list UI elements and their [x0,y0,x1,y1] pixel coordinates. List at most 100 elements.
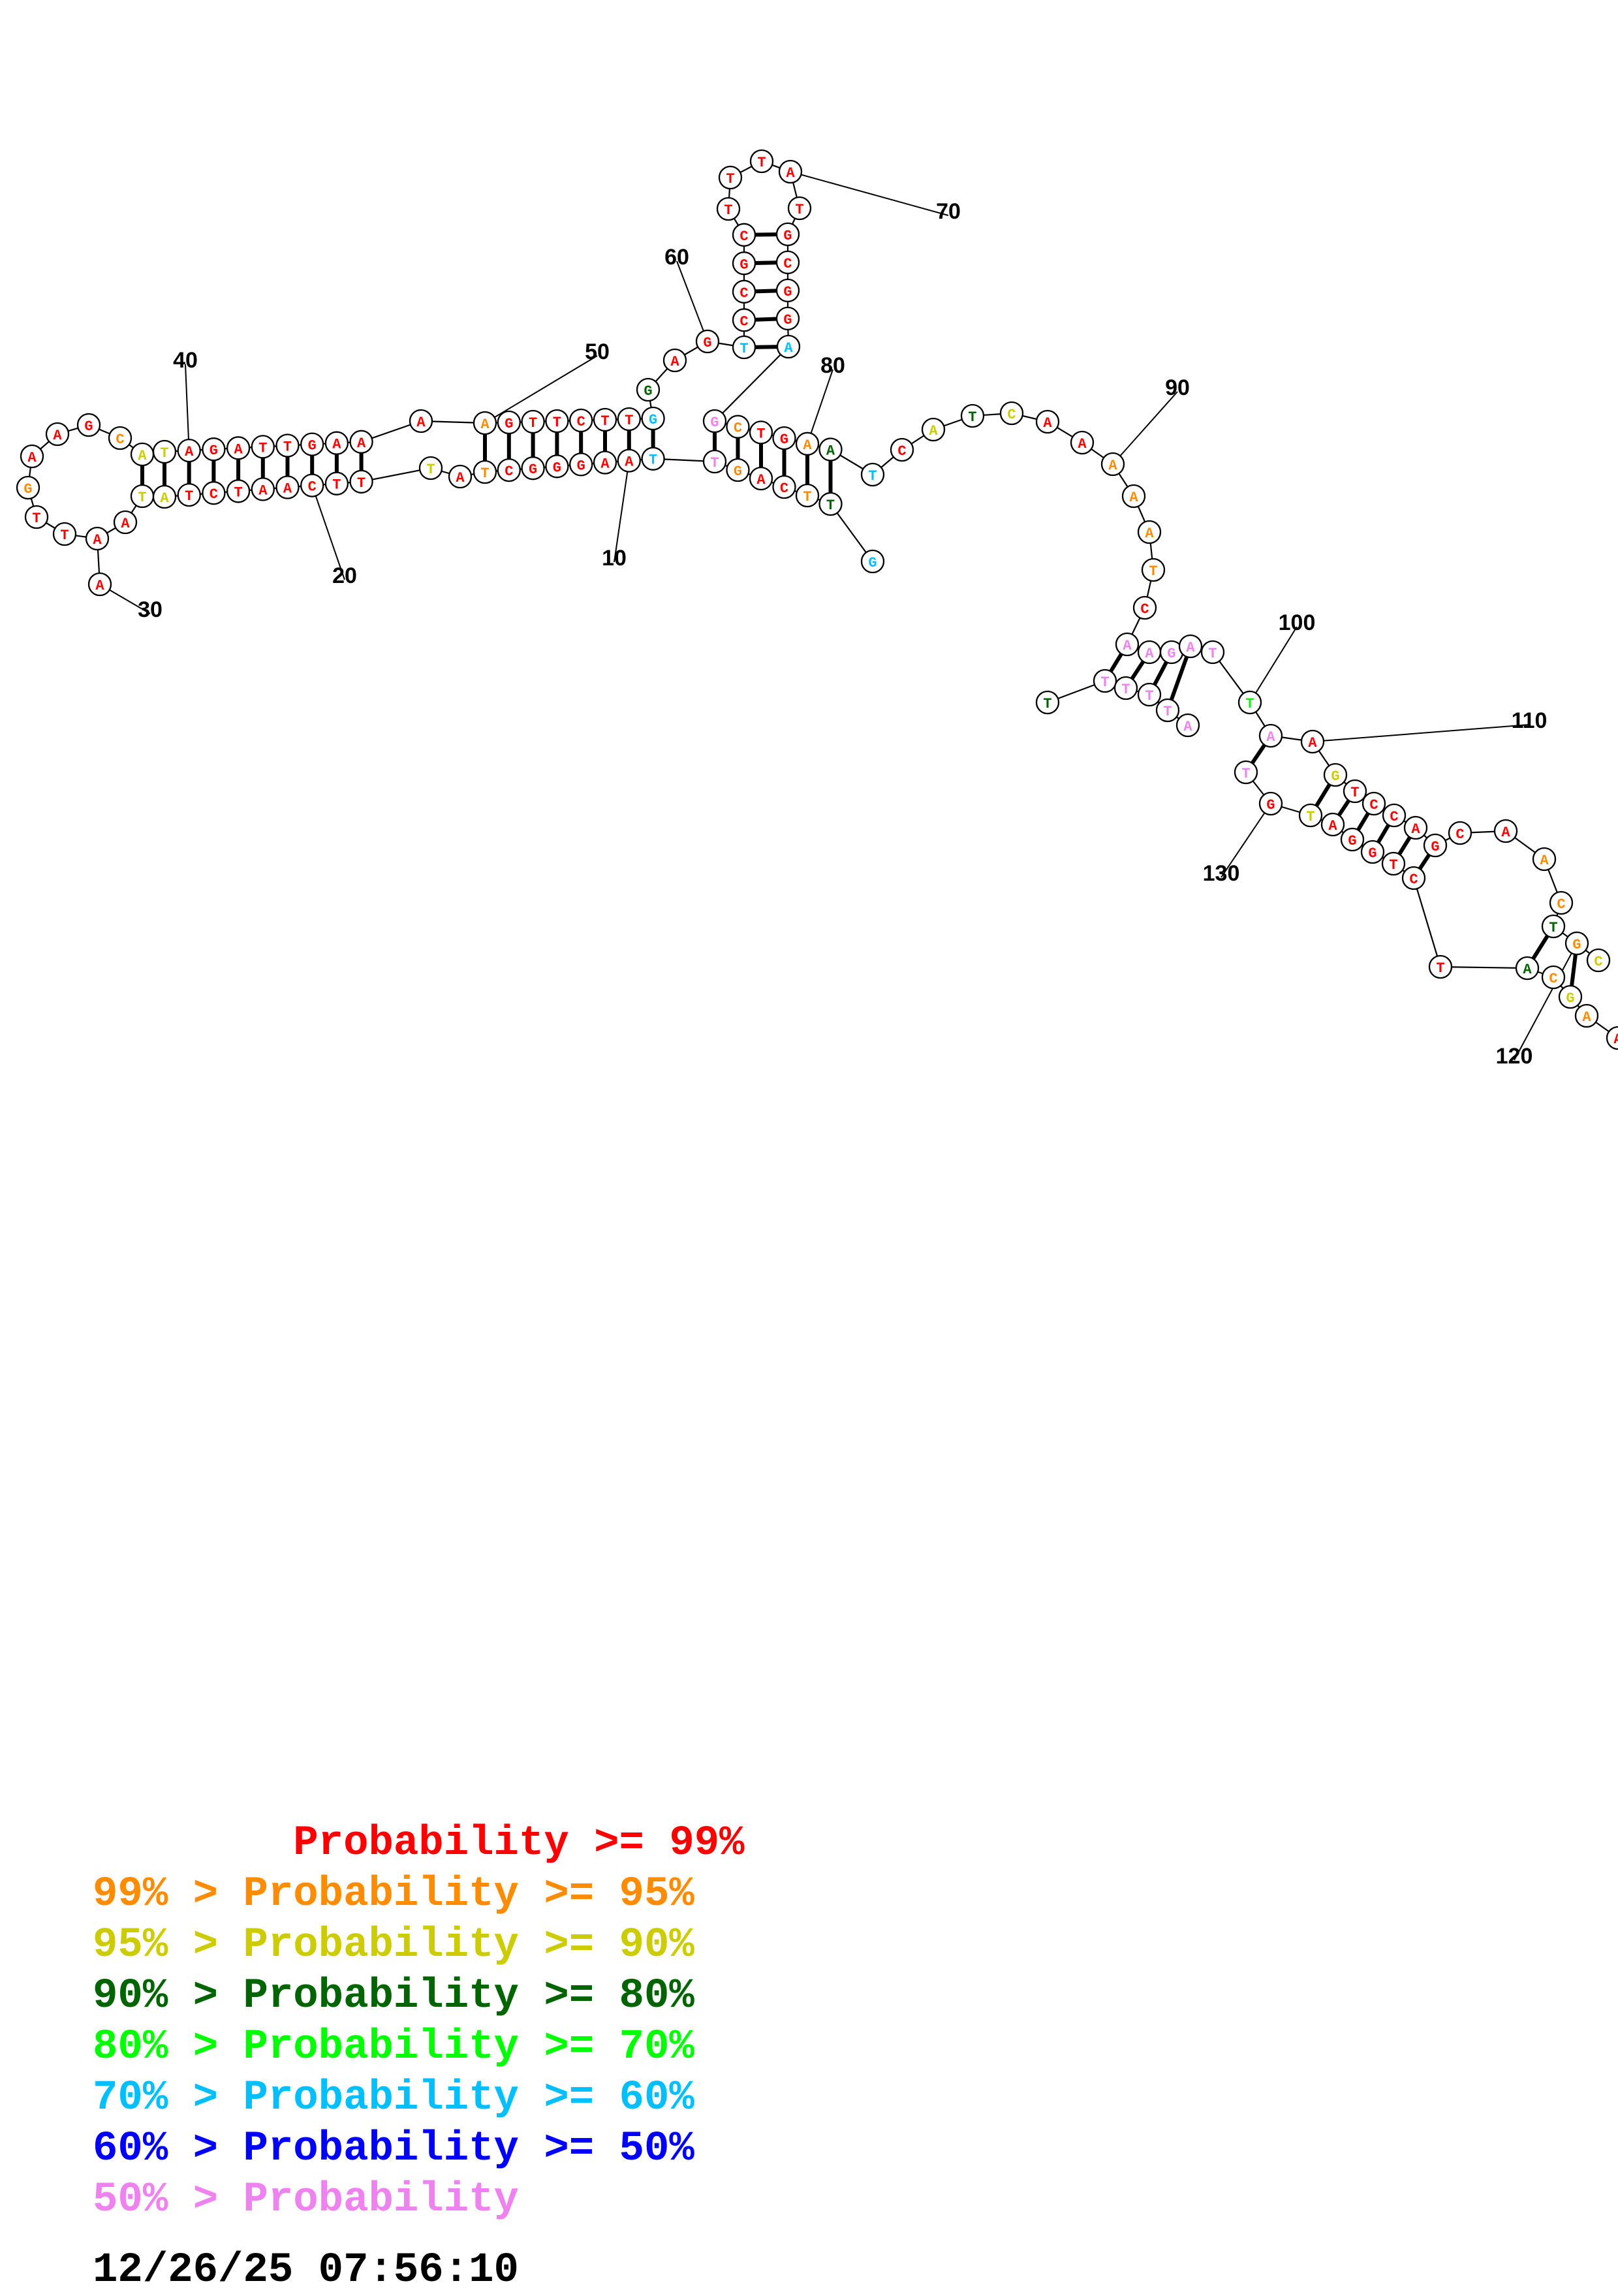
svg-text:G: G [553,460,561,476]
svg-text:T: T [1245,696,1254,712]
svg-text:C: C [739,285,748,302]
svg-text:G: G [783,284,792,300]
svg-text:G: G [644,383,652,400]
svg-text:G: G [308,438,317,454]
svg-text:20: 20 [332,563,357,588]
svg-text:A: A [185,444,194,460]
svg-text:A: A [53,428,62,444]
svg-text:G: G [1368,845,1377,862]
svg-text:T: T [258,440,267,456]
svg-text:T: T [1043,696,1051,712]
svg-text:T: T [726,171,734,187]
svg-text:C: C [1594,954,1602,970]
svg-text:A: A [784,340,793,356]
svg-text:A: A [1145,646,1154,662]
svg-text:60: 60 [664,245,689,270]
svg-text:T: T [529,415,537,432]
svg-text:T: T [32,511,40,527]
svg-text:T: T [1149,563,1157,580]
svg-text:G: G [649,412,657,428]
svg-text:G: G [1167,646,1175,662]
svg-text:30: 30 [138,597,163,622]
svg-text:C: C [1409,872,1418,888]
svg-text:C: C [505,464,513,480]
svg-text:A: A [416,415,426,431]
svg-text:G: G [1572,937,1581,953]
svg-text:A: A [258,482,268,499]
svg-text:C: C [210,486,218,503]
svg-text:T: T [160,445,168,462]
svg-text:C: C [1390,809,1398,825]
svg-text:A: A [1108,458,1117,474]
svg-text:A: A [1043,415,1052,432]
svg-text:G: G [703,335,711,351]
svg-text:A: A [625,454,634,471]
svg-text:C: C [897,443,906,460]
svg-text:A: A [756,472,766,488]
svg-text:A: A [1613,1031,1618,1048]
svg-text:A: A [332,437,341,453]
svg-text:A: A [138,448,147,464]
svg-text:G: G [1331,768,1339,785]
svg-text:T: T [1306,809,1315,825]
svg-text:G: G [734,464,742,480]
svg-text:T: T [283,439,292,456]
svg-text:110: 110 [1512,708,1548,733]
svg-text:A: A [1328,818,1337,834]
svg-text:A: A [1308,735,1317,751]
svg-text:T: T [803,489,811,505]
svg-text:A: A [93,532,102,548]
svg-text:10: 10 [602,546,627,571]
svg-text:C: C [1549,971,1557,987]
svg-text:T: T [739,341,748,357]
svg-text:A: A [1183,719,1192,735]
svg-text:A: A [1411,821,1420,838]
svg-text:T: T [600,413,609,430]
svg-text:80: 80 [820,353,845,378]
svg-text:A: A [283,481,292,497]
svg-text:A: A [786,165,795,181]
svg-text:T: T [724,202,732,219]
svg-text:G: G [23,481,32,497]
svg-text:120: 120 [1496,1044,1533,1069]
svg-text:T: T [138,490,146,506]
svg-text:A: A [234,441,243,458]
svg-text:T: T [868,468,877,484]
svg-text:C: C [1455,826,1464,843]
svg-text:A: A [929,423,938,439]
svg-text:G: G [780,432,788,448]
svg-text:T: T [1100,674,1109,691]
svg-text:G: G [1431,839,1439,855]
svg-text:130: 130 [1203,861,1240,886]
svg-text:C: C [780,480,788,497]
svg-text:G: G [1266,797,1275,813]
svg-text:G: G [505,416,513,432]
svg-text:C: C [1140,601,1149,618]
svg-text:100: 100 [1279,610,1316,635]
svg-text:T: T [795,202,803,218]
svg-text:A: A [803,437,812,454]
svg-text:A: A [456,470,465,486]
svg-text:A: A [357,435,366,452]
svg-text:40: 40 [173,348,198,373]
svg-text:T: T [710,455,719,471]
svg-text:T: T [625,413,633,429]
svg-text:T: T [332,477,341,494]
svg-text:G: G [868,555,877,571]
svg-text:A: A [121,516,130,532]
svg-text:A: A [1186,640,1195,656]
svg-text:G: G [529,462,537,478]
svg-text:T: T [968,409,976,426]
svg-text:A: A [1129,490,1138,506]
svg-text:A: A [1078,436,1087,452]
svg-text:G: G [577,458,585,474]
svg-text:A: A [1266,729,1275,746]
svg-text:T: T [1121,682,1130,698]
svg-text:T: T [426,462,435,478]
svg-text:A: A [1123,638,1132,654]
svg-text:G: G [84,418,93,435]
svg-text:C: C [577,414,585,430]
svg-text:A: A [1582,1009,1591,1026]
svg-text:C: C [308,479,317,495]
svg-text:T: T [1163,704,1172,720]
